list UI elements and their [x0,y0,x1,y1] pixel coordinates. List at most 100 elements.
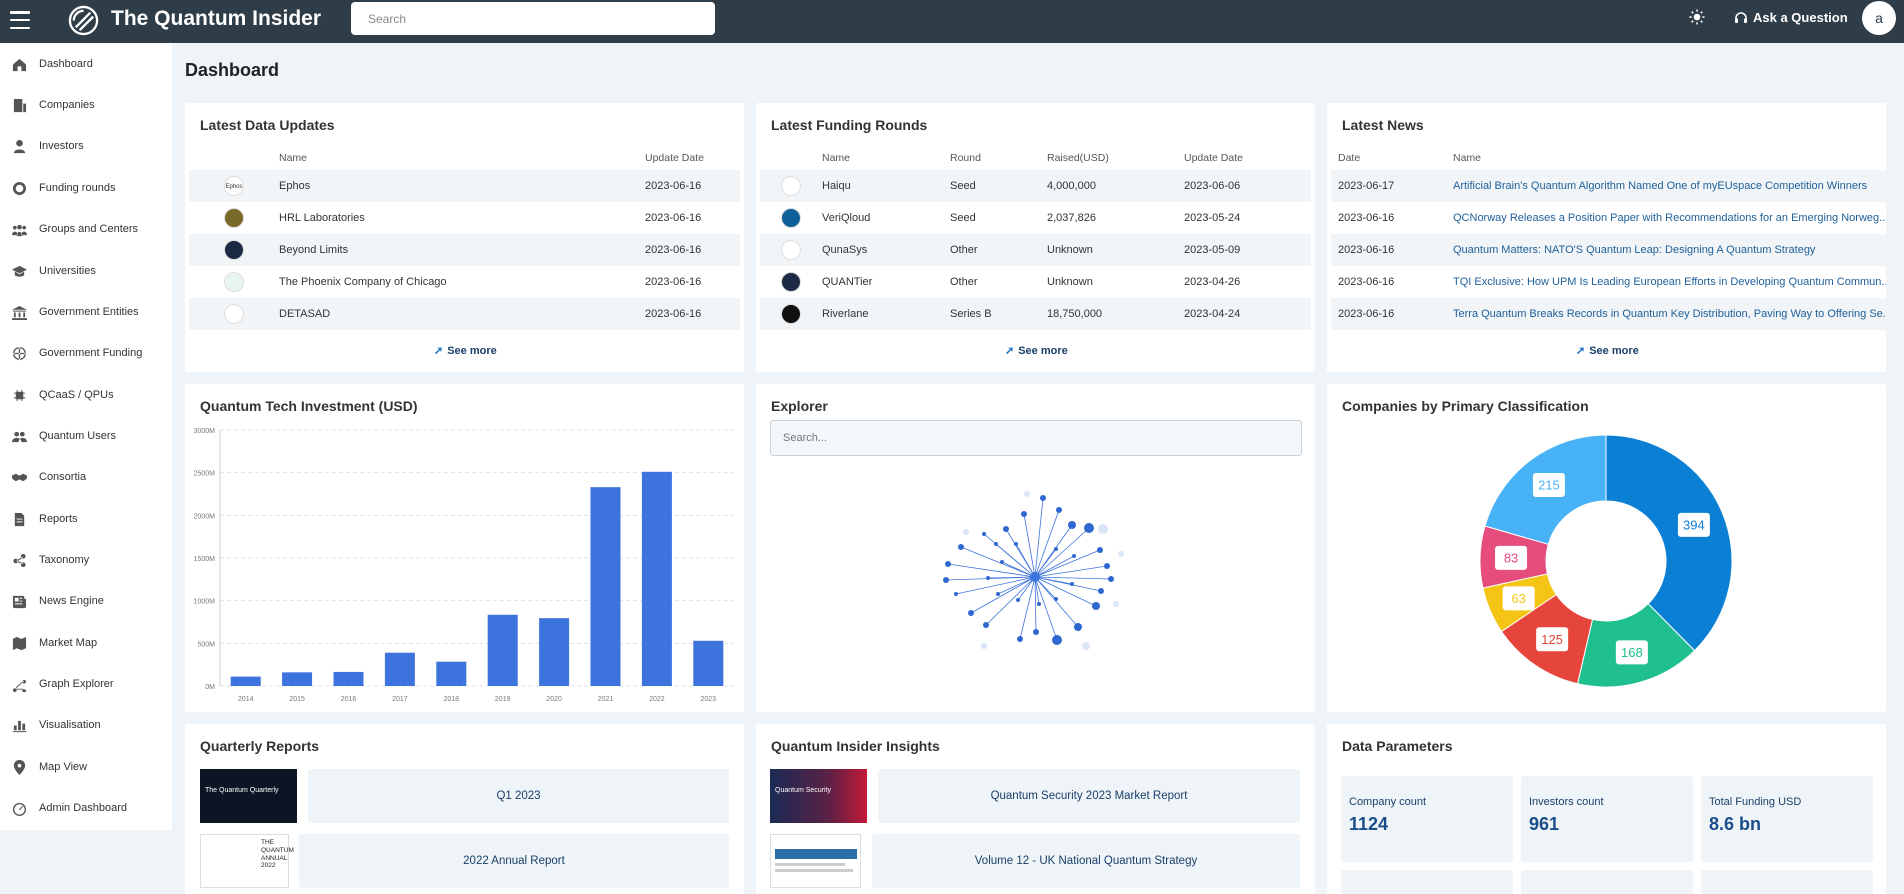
graph-node[interactable] [1098,588,1104,594]
sidebar-item-companies[interactable]: Companies [0,90,172,120]
bar-2023[interactable] [693,640,724,686]
bar-2019[interactable] [487,614,518,686]
sidebar-item-universities[interactable]: Universities [0,256,172,286]
table-row[interactable]: 2023-06-16 QCNorway Releases a Position P… [1331,202,1886,234]
see-more-button[interactable]: ➚ See more [434,344,497,357]
table-row[interactable]: Haiqu Seed 4,000,000 2023-06-06 [760,170,1311,202]
theme-toggle-icon[interactable] [1689,9,1705,25]
graph-node[interactable] [945,561,951,567]
company-name[interactable]: HRL Laboratories [279,212,365,224]
graph-node[interactable] [1054,597,1058,601]
graph-node[interactable] [954,592,958,596]
news-title[interactable]: Artificial Brain's Quantum Algorithm Nam… [1453,170,1886,202]
graph-node[interactable] [1040,495,1046,501]
table-row[interactable]: Riverlane Series B 18,750,000 2023-04-24 [760,298,1311,330]
bar-2018[interactable] [436,661,467,686]
report-thumbnail[interactable]: Quantum Security [770,769,867,823]
sidebar-item-dashboard[interactable]: Dashboard [0,49,172,79]
table-row[interactable]: 2023-06-16 Quantum Matters: NATO'S Quantu… [1331,234,1886,266]
table-row[interactable]: QunaSys Other Unknown 2023-05-09 [760,234,1311,266]
graph-node[interactable] [1068,521,1076,529]
sidebar-item-funding-rounds[interactable]: Funding rounds [0,173,172,203]
graph-node[interactable] [981,643,987,649]
sidebar-item-map-view[interactable]: Map View [0,752,172,782]
bar-2021[interactable] [590,487,621,686]
sidebar-item-government-funding[interactable]: Government Funding [0,338,172,368]
graph-node[interactable] [1070,582,1074,586]
graph-node[interactable] [1074,623,1082,631]
sidebar-item-graph-explorer[interactable]: Graph Explorer [0,669,172,699]
graph-node[interactable] [1024,491,1030,497]
graph-node[interactable] [1084,523,1094,533]
news-title[interactable]: TQI Exclusive: How UPM Is Leading Europe… [1453,276,1886,288]
company-name[interactable]: DETASAD [279,298,645,330]
graph-node[interactable] [1000,560,1004,564]
graph-node[interactable] [1021,511,1027,517]
graph-node[interactable] [1054,547,1058,551]
graph-node[interactable] [943,577,949,583]
news-title[interactable]: Terra Quantum Breaks Records in Quantum … [1453,298,1886,330]
table-row[interactable]: The Phoenix Company of Chicago 2023-06-16 [189,266,740,298]
explorer-graph[interactable] [756,384,1315,712]
table-row[interactable]: 2023-06-17 Artificial Brain's Quantum Alg… [1331,170,1886,202]
donut-slice-394[interactable] [1605,434,1733,652]
graph-node[interactable] [1092,602,1100,610]
company-name[interactable]: QunaSys [822,234,950,266]
graph-node[interactable] [963,529,969,535]
table-row[interactable]: QUANTier Other Unknown 2023-04-26 [760,266,1311,298]
table-row[interactable]: VeriQloud Seed 2,037,826 2023-05-24 [760,202,1311,234]
company-name[interactable]: Ephos [279,170,645,202]
bar-2015[interactable] [282,672,313,686]
sidebar-item-qcaas-qpus[interactable]: QCaaS / QPUs [0,380,172,410]
see-more-button[interactable]: ➚ See more [1005,344,1068,357]
graph-node[interactable] [982,532,986,536]
company-name[interactable]: Beyond Limits [279,234,645,266]
report-thumbnail[interactable]: THE QUANTUM ANNUAL 2022 [200,834,294,888]
graph-node[interactable] [1033,629,1039,635]
report-button[interactable]: Volume 12 - UK National Quantum Strategy [872,834,1300,888]
sidebar-item-groups-and-centers[interactable]: Groups and Centers [0,214,172,244]
report-thumbnail[interactable] [770,834,861,888]
bar-2017[interactable] [384,652,415,686]
company-name[interactable]: The Phoenix Company of Chicago [279,276,447,288]
bar-2022[interactable] [641,471,672,686]
sidebar-item-consortia[interactable]: Consortia [0,462,172,492]
sidebar-item-market-map[interactable]: Market Map [0,628,172,658]
news-title[interactable]: QCNorway Releases a Position Paper with … [1453,212,1886,224]
graph-node[interactable] [1097,547,1103,553]
graph-node[interactable] [994,542,998,546]
graph-node[interactable] [1082,642,1090,650]
report-button[interactable]: Quantum Security 2023 Market Report [878,769,1300,823]
company-name[interactable]: Riverlane [822,298,950,330]
explorer-search-input[interactable] [770,420,1302,456]
graph-node[interactable] [1108,576,1114,582]
graph-node[interactable] [958,544,964,550]
graph-node[interactable] [1104,563,1110,569]
sidebar-item-government-entities[interactable]: Government Entities [0,297,172,327]
company-name[interactable]: VeriQloud [822,212,871,224]
graph-node[interactable] [1056,507,1062,513]
sidebar-item-reports[interactable]: Reports [0,504,172,534]
menu-icon[interactable] [10,11,30,29]
graph-center-node[interactable] [1030,572,1040,582]
graph-node[interactable] [1118,551,1124,557]
bar-2016[interactable] [333,671,364,686]
sidebar-item-quantum-users[interactable]: Quantum Users [0,421,172,451]
table-row[interactable]: 2023-06-16 Terra Quantum Breaks Records i… [1331,298,1886,330]
table-row[interactable]: DETASAD 2023-06-16 [189,298,740,330]
graph-node[interactable] [1003,526,1009,532]
company-name[interactable]: QUANTier [822,276,873,288]
graph-node[interactable] [996,592,1000,596]
graph-node[interactable] [1052,635,1062,645]
sidebar-item-admin-dashboard[interactable]: Admin Dashboard [0,793,172,823]
company-name[interactable]: Haiqu [822,170,950,202]
sidebar-item-news-engine[interactable]: News Engine [0,586,172,616]
report-button[interactable]: 2022 Annual Report [299,834,729,888]
sidebar-item-investors[interactable]: Investors [0,131,172,161]
sidebar-item-taxonomy[interactable]: Taxonomy [0,545,172,575]
see-more-button[interactable]: ➚ See more [1576,344,1639,357]
avatar[interactable]: a [1862,1,1896,35]
table-row[interactable]: Beyond Limits 2023-06-16 [189,234,740,266]
graph-node[interactable] [1016,598,1020,602]
report-button[interactable]: Q1 2023 [308,769,729,823]
